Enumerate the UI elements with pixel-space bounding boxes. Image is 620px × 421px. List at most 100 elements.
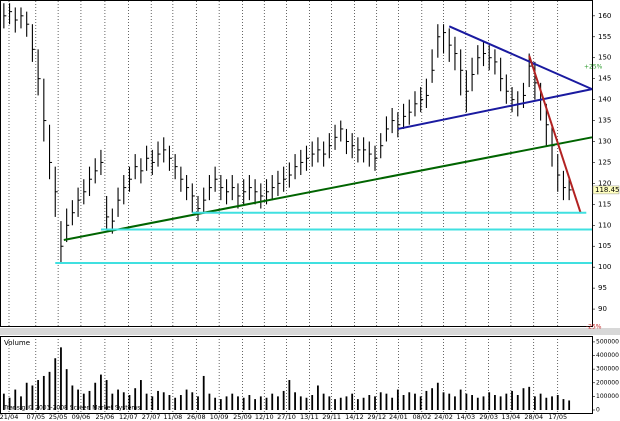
- volume-bar: [82, 393, 85, 410]
- y-tick-label: 100000: [596, 393, 619, 400]
- volume-bar: [482, 396, 485, 410]
- volume-bar: [328, 396, 331, 410]
- y-tick-label: 160: [598, 12, 611, 20]
- x-tick-label: 11/08: [164, 413, 183, 421]
- x-tick-label: 27/07: [142, 413, 161, 421]
- volume-bar: [299, 396, 302, 410]
- volume-bar: [122, 392, 125, 410]
- x-tick-label: 24/01: [389, 413, 408, 421]
- volume-bar: [339, 397, 342, 410]
- y-tick-label: 115: [598, 200, 611, 208]
- volume-bar: [454, 396, 456, 410]
- volume-bar: [465, 393, 468, 410]
- x-tick-label: 25/06: [96, 413, 115, 421]
- volume-bar: [157, 390, 159, 410]
- x-tick-label: 21/04: [0, 413, 18, 421]
- volume-bar: [391, 397, 394, 410]
- volume-bar: [345, 396, 348, 410]
- volume-bar: [48, 371, 51, 410]
- volume-bar: [265, 397, 268, 410]
- volume-bar: [31, 385, 34, 410]
- volume-bar: [25, 382, 28, 410]
- x-tick-label: 29/12: [367, 413, 386, 421]
- x-tick-label: 29/03: [479, 413, 498, 421]
- volume-bar: [259, 396, 262, 410]
- trendline: [63, 136, 593, 241]
- trendline: [528, 55, 582, 214]
- volume-bar: [225, 396, 228, 410]
- y-tick-label: 300000: [596, 366, 619, 373]
- y-tick-label: 500000: [596, 338, 619, 345]
- volume-bar: [305, 397, 308, 410]
- x-tick-label: 28/04: [524, 413, 543, 421]
- volume-bar: [37, 380, 40, 410]
- volume-bar: [334, 399, 336, 410]
- trendline: [397, 88, 593, 130]
- y-tick-label: 105: [598, 242, 611, 250]
- volume-bar: [374, 396, 376, 410]
- volume-bar: [402, 395, 405, 410]
- volume-bar: [522, 388, 525, 410]
- volume-bar: [282, 390, 285, 410]
- volume-bar: [459, 389, 462, 410]
- volume-bar: [162, 392, 165, 410]
- y-tick-label: 0: [596, 407, 600, 414]
- volume-bar: [471, 395, 473, 410]
- volume-bar: [71, 385, 74, 410]
- x-tick-label: 13/04: [502, 413, 521, 421]
- x-tick-label: 26/08: [187, 413, 206, 421]
- volume-bar: [139, 380, 142, 410]
- volume-bar: [88, 390, 91, 410]
- volume-bar: [419, 396, 422, 410]
- volume-bar: [476, 397, 479, 410]
- x-tick-label: 12/07: [119, 413, 138, 421]
- volume-bar: [231, 393, 234, 410]
- y-tick-label: 125: [598, 158, 611, 166]
- volume-bar: [436, 382, 439, 410]
- volume-bar: [179, 395, 182, 410]
- x-tick-label: 24/02: [434, 413, 453, 421]
- volume-bar: [494, 395, 496, 410]
- volume-bar: [100, 374, 102, 410]
- volume-bar: [42, 375, 45, 410]
- y-tick-label: 145: [598, 75, 611, 83]
- y-tick-label: 130: [598, 138, 611, 146]
- y-tick-label: 200000: [596, 379, 619, 386]
- volume-bar: [20, 396, 22, 410]
- x-tick-label: 13/11: [300, 413, 319, 421]
- x-tick-label: 27/10: [277, 413, 296, 421]
- y-tick-label: 95: [598, 284, 607, 292]
- volume-bar: [168, 395, 171, 410]
- volume-bar: [271, 393, 274, 410]
- volume-bar: [516, 395, 519, 410]
- volume-bar: [214, 397, 217, 410]
- volume-bar: [414, 393, 416, 410]
- volume-bar: [488, 392, 491, 410]
- volume-bar: [505, 393, 508, 410]
- volume-bar: [322, 393, 325, 410]
- volume-bar: [356, 399, 359, 410]
- volume-bar: [379, 392, 382, 410]
- volume-bar: [197, 396, 199, 410]
- volume-bar: [511, 390, 513, 410]
- volume-bar: [277, 396, 279, 410]
- y-tick-label: 90: [598, 305, 607, 313]
- y-tick-label: 100: [598, 263, 611, 271]
- volume-bar: [425, 390, 428, 410]
- x-tick-label: 07/05: [26, 413, 45, 421]
- volume-bar: [254, 399, 257, 410]
- volume-bar: [14, 389, 17, 410]
- volume-bar: [242, 397, 245, 410]
- volume-bar: [208, 393, 211, 410]
- volume-bar: [562, 399, 565, 410]
- volume-bar: [528, 386, 531, 410]
- y-tick-label: 120: [598, 179, 611, 187]
- y-tick-label: 110: [598, 221, 611, 229]
- volume-bar: [568, 400, 571, 410]
- y-tick-label: 400000: [596, 352, 619, 359]
- volume-bar: [8, 397, 11, 410]
- last-price-box: [592, 185, 620, 195]
- volume-bar: [94, 382, 97, 410]
